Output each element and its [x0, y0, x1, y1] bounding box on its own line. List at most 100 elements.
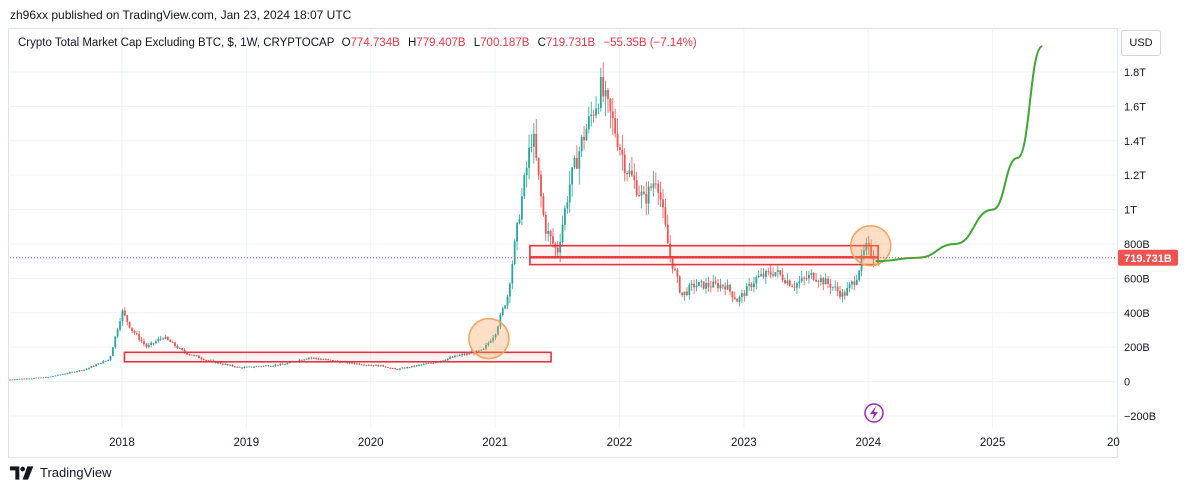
candle-body — [676, 269, 679, 277]
candle-body — [272, 365, 275, 367]
candle-body — [320, 359, 322, 361]
candle-body — [480, 349, 483, 351]
candle-body — [851, 281, 853, 285]
candle-body — [332, 360, 334, 362]
candle-body — [391, 367, 394, 369]
candle-body — [298, 359, 301, 362]
candle-body — [865, 242, 868, 251]
candle-body — [535, 133, 538, 158]
support-zone-box[interactable] — [529, 256, 879, 266]
currency-button[interactable]: USD — [1121, 30, 1161, 56]
candle-body — [427, 362, 430, 364]
x-tick-label: 2024 — [855, 437, 881, 449]
candle-body — [767, 270, 770, 272]
candle-body — [398, 368, 401, 370]
time-axis[interactable]: 2018 2019 2020 2021 2022 2023 2024 2025 20 — [109, 437, 1120, 449]
candle-body — [262, 365, 265, 367]
candle-body — [468, 353, 471, 355]
candle-body — [195, 355, 198, 357]
candle-body — [564, 208, 566, 225]
tradingview-logo-icon — [10, 465, 34, 480]
candle-body — [697, 282, 700, 286]
candle-body — [49, 376, 52, 378]
candle-body — [712, 281, 715, 288]
candle-body — [420, 364, 423, 366]
projection-curve[interactable] — [875, 45, 1044, 263]
candle-body — [16, 379, 19, 380]
candle-body — [784, 280, 786, 284]
candle-body — [85, 368, 88, 370]
candle-body — [229, 364, 231, 366]
candle-body — [817, 281, 820, 283]
candle-body — [155, 341, 157, 344]
candle-body — [559, 241, 562, 253]
candle-body — [422, 363, 425, 365]
candle-body — [410, 365, 413, 368]
grid-lines — [10, 29, 1118, 428]
lightning-icon[interactable] — [864, 403, 884, 423]
candle-body — [166, 336, 169, 340]
x-tick-label: 2020 — [358, 437, 384, 449]
candle-body — [236, 366, 239, 368]
candle-body — [497, 326, 499, 335]
candle-body — [370, 365, 373, 366]
candle-body — [721, 284, 724, 287]
candle-body — [800, 277, 803, 282]
candle-body — [781, 274, 784, 281]
candle-body — [733, 297, 736, 300]
candle-body — [518, 219, 521, 223]
candle-body — [183, 350, 186, 353]
candle-body — [604, 90, 607, 97]
candle-body — [188, 354, 191, 356]
low-label: L — [473, 37, 481, 49]
candle-body — [13, 379, 16, 381]
candle-body — [33, 377, 35, 379]
candle-body — [764, 270, 767, 277]
price-axis[interactable]: 1.8T 1.6T 1.4T 1.2T 1T 800B 600B 400B 200B 0 −200B — [1124, 67, 1156, 423]
candle-body — [477, 350, 480, 352]
candle-body — [640, 191, 643, 196]
candle-body — [650, 186, 652, 188]
support-zone-box[interactable] — [123, 351, 552, 363]
candle-body — [492, 337, 495, 341]
x-tick-label: 2019 — [234, 437, 260, 449]
candle-body — [131, 327, 133, 331]
candle-body — [482, 348, 485, 350]
candle-body — [56, 374, 59, 376]
support-zone-box[interactable] — [529, 244, 879, 258]
candle-body — [9, 379, 11, 381]
candle-body — [226, 364, 229, 365]
y-tick-label: 0 — [1124, 377, 1130, 389]
candle-body — [40, 377, 42, 379]
candle-body — [836, 286, 839, 291]
candle-body — [317, 358, 320, 360]
candle-body — [219, 362, 222, 364]
highlight-circle[interactable] — [849, 224, 892, 267]
candle-body — [585, 129, 588, 141]
candle-body — [540, 174, 542, 197]
candle-body — [255, 366, 258, 368]
candle-body — [138, 333, 141, 340]
candle-body — [525, 167, 528, 176]
candle-body — [102, 361, 105, 364]
candle-body — [267, 365, 270, 367]
candle-body — [532, 133, 535, 147]
highlight-circle[interactable] — [468, 317, 510, 360]
last-price-tag-bg — [1118, 249, 1178, 266]
candle-body — [619, 147, 621, 150]
candle-body — [451, 357, 454, 358]
candle-body — [119, 321, 121, 330]
candle-body — [403, 367, 406, 369]
candle-body — [408, 367, 411, 368]
footer-brand-text: TradingView — [40, 465, 112, 480]
candle-body — [145, 344, 148, 347]
x-tick-label: 2018 — [109, 437, 135, 449]
candle-body — [111, 347, 114, 357]
candle-body — [760, 274, 762, 276]
candle-body — [738, 297, 741, 302]
candle-body — [221, 363, 224, 365]
y-tick-label: 1.2T — [1124, 170, 1146, 182]
publisher-line: zh96xx published on TradingView.com, Jan… — [10, 8, 352, 22]
candle-body — [327, 359, 330, 361]
